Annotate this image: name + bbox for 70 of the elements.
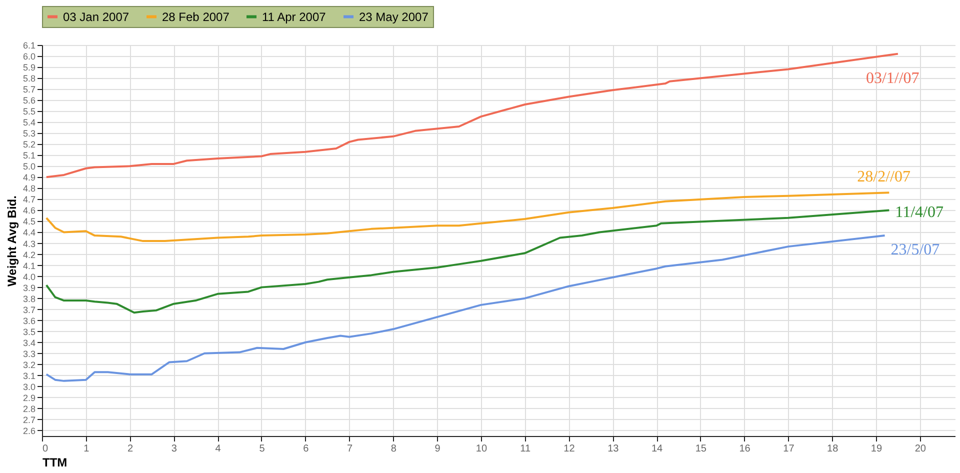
x-tick-label: 18 (827, 444, 839, 454)
legend-label: 28 Feb 2007 (162, 10, 230, 24)
y-tick-label: 4.6 (22, 206, 36, 216)
x-tick-label: 13 (608, 444, 620, 454)
y-tick-label: 4.2 (22, 250, 36, 260)
y-tick-label: 6.1 (22, 40, 36, 50)
y-tick-label: 4.5 (22, 216, 36, 227)
y-tick-label: 4.7 (22, 194, 36, 205)
y-tick-label: 5.6 (22, 96, 36, 106)
y-tick-label: 5.0 (22, 162, 36, 172)
annotation: 23/5/07 (890, 242, 940, 259)
x-tick-label: 7 (346, 444, 353, 454)
x-tick-label: 11 (520, 444, 531, 454)
x-tick-label: 0 (42, 444, 48, 454)
y-tick-label: 5.2 (22, 140, 36, 150)
y-tick-label: 3.7 (22, 304, 36, 315)
y-tick-label: 3.6 (22, 316, 36, 326)
legend-label: 23 May 2007 (359, 10, 429, 24)
x-tick-label: 3 (171, 444, 178, 454)
y-tick-label: 4.3 (22, 238, 36, 249)
y-tick-label: 2.6 (22, 426, 36, 436)
y-tick-label: 4.1 (22, 260, 36, 271)
y-tick-label: 3.3 (22, 348, 36, 359)
y-tick-label: 4.0 (22, 272, 36, 282)
y-tick-label: 5.8 (22, 74, 36, 84)
y-tick-label: 5.7 (22, 84, 36, 95)
y-tick-label: 6.0 (22, 52, 36, 62)
line-series (45, 209, 890, 314)
x-tick-label: 6 (303, 444, 310, 454)
x-tick-label: 14 (651, 444, 664, 454)
y-tick-label: 2.8 (22, 404, 36, 414)
x-axis-title: TTM (42, 456, 68, 470)
x-tick-label: 16 (739, 444, 751, 454)
annotation: 03/1//07 (866, 70, 920, 87)
x-tick-label: 17 (783, 444, 795, 454)
x-tick-label: 20 (914, 444, 926, 454)
legend-label: 03 Jan 2007 (63, 10, 130, 24)
y-axis-title: Weight Avg Bid. (4, 196, 19, 286)
annotation: 11/4/07 (895, 204, 944, 222)
y-tick-label: 3.4 (22, 338, 36, 348)
x-tick-label: 2 (128, 444, 134, 454)
x-tick-label: 15 (695, 444, 707, 454)
y-tick-label: 4.8 (22, 184, 36, 194)
x-tick-label: 10 (476, 444, 488, 454)
x-tick-label: 12 (564, 444, 576, 454)
y-tick-label: 2.7 (22, 414, 36, 425)
line-series (45, 192, 890, 242)
y-tick-label: 5.4 (22, 118, 36, 128)
y-tick-label: 2.9 (22, 392, 36, 403)
line-series (45, 234, 886, 382)
y-tick-label: 3.5 (22, 326, 36, 337)
y-tick-label: 3.2 (22, 360, 36, 370)
x-tick-label: 4 (215, 444, 222, 454)
y-tick-label: 5.1 (22, 150, 36, 161)
x-tick-label: 8 (390, 444, 397, 454)
y-tick-label: 3.9 (22, 282, 36, 293)
annotation: 28/2//07 (857, 168, 910, 186)
x-tick-label: 5 (259, 444, 266, 454)
y-tick-label: 5.3 (22, 128, 36, 139)
y-tick-label: 3.0 (22, 382, 36, 392)
x-tick-label: 19 (870, 444, 882, 454)
y-tick-label: 3.8 (22, 294, 36, 304)
x-tick-label: 9 (434, 444, 441, 454)
y-tick-label: 3.1 (22, 370, 36, 381)
x-tick-label: 1 (84, 444, 90, 454)
y-tick-label: 4.4 (22, 228, 36, 238)
y-tick-label: 4.9 (22, 172, 36, 183)
legend-label: 11 Apr 2007 (262, 10, 326, 24)
y-tick-label: 5.9 (22, 62, 36, 73)
y-tick-label: 5.5 (22, 106, 36, 117)
